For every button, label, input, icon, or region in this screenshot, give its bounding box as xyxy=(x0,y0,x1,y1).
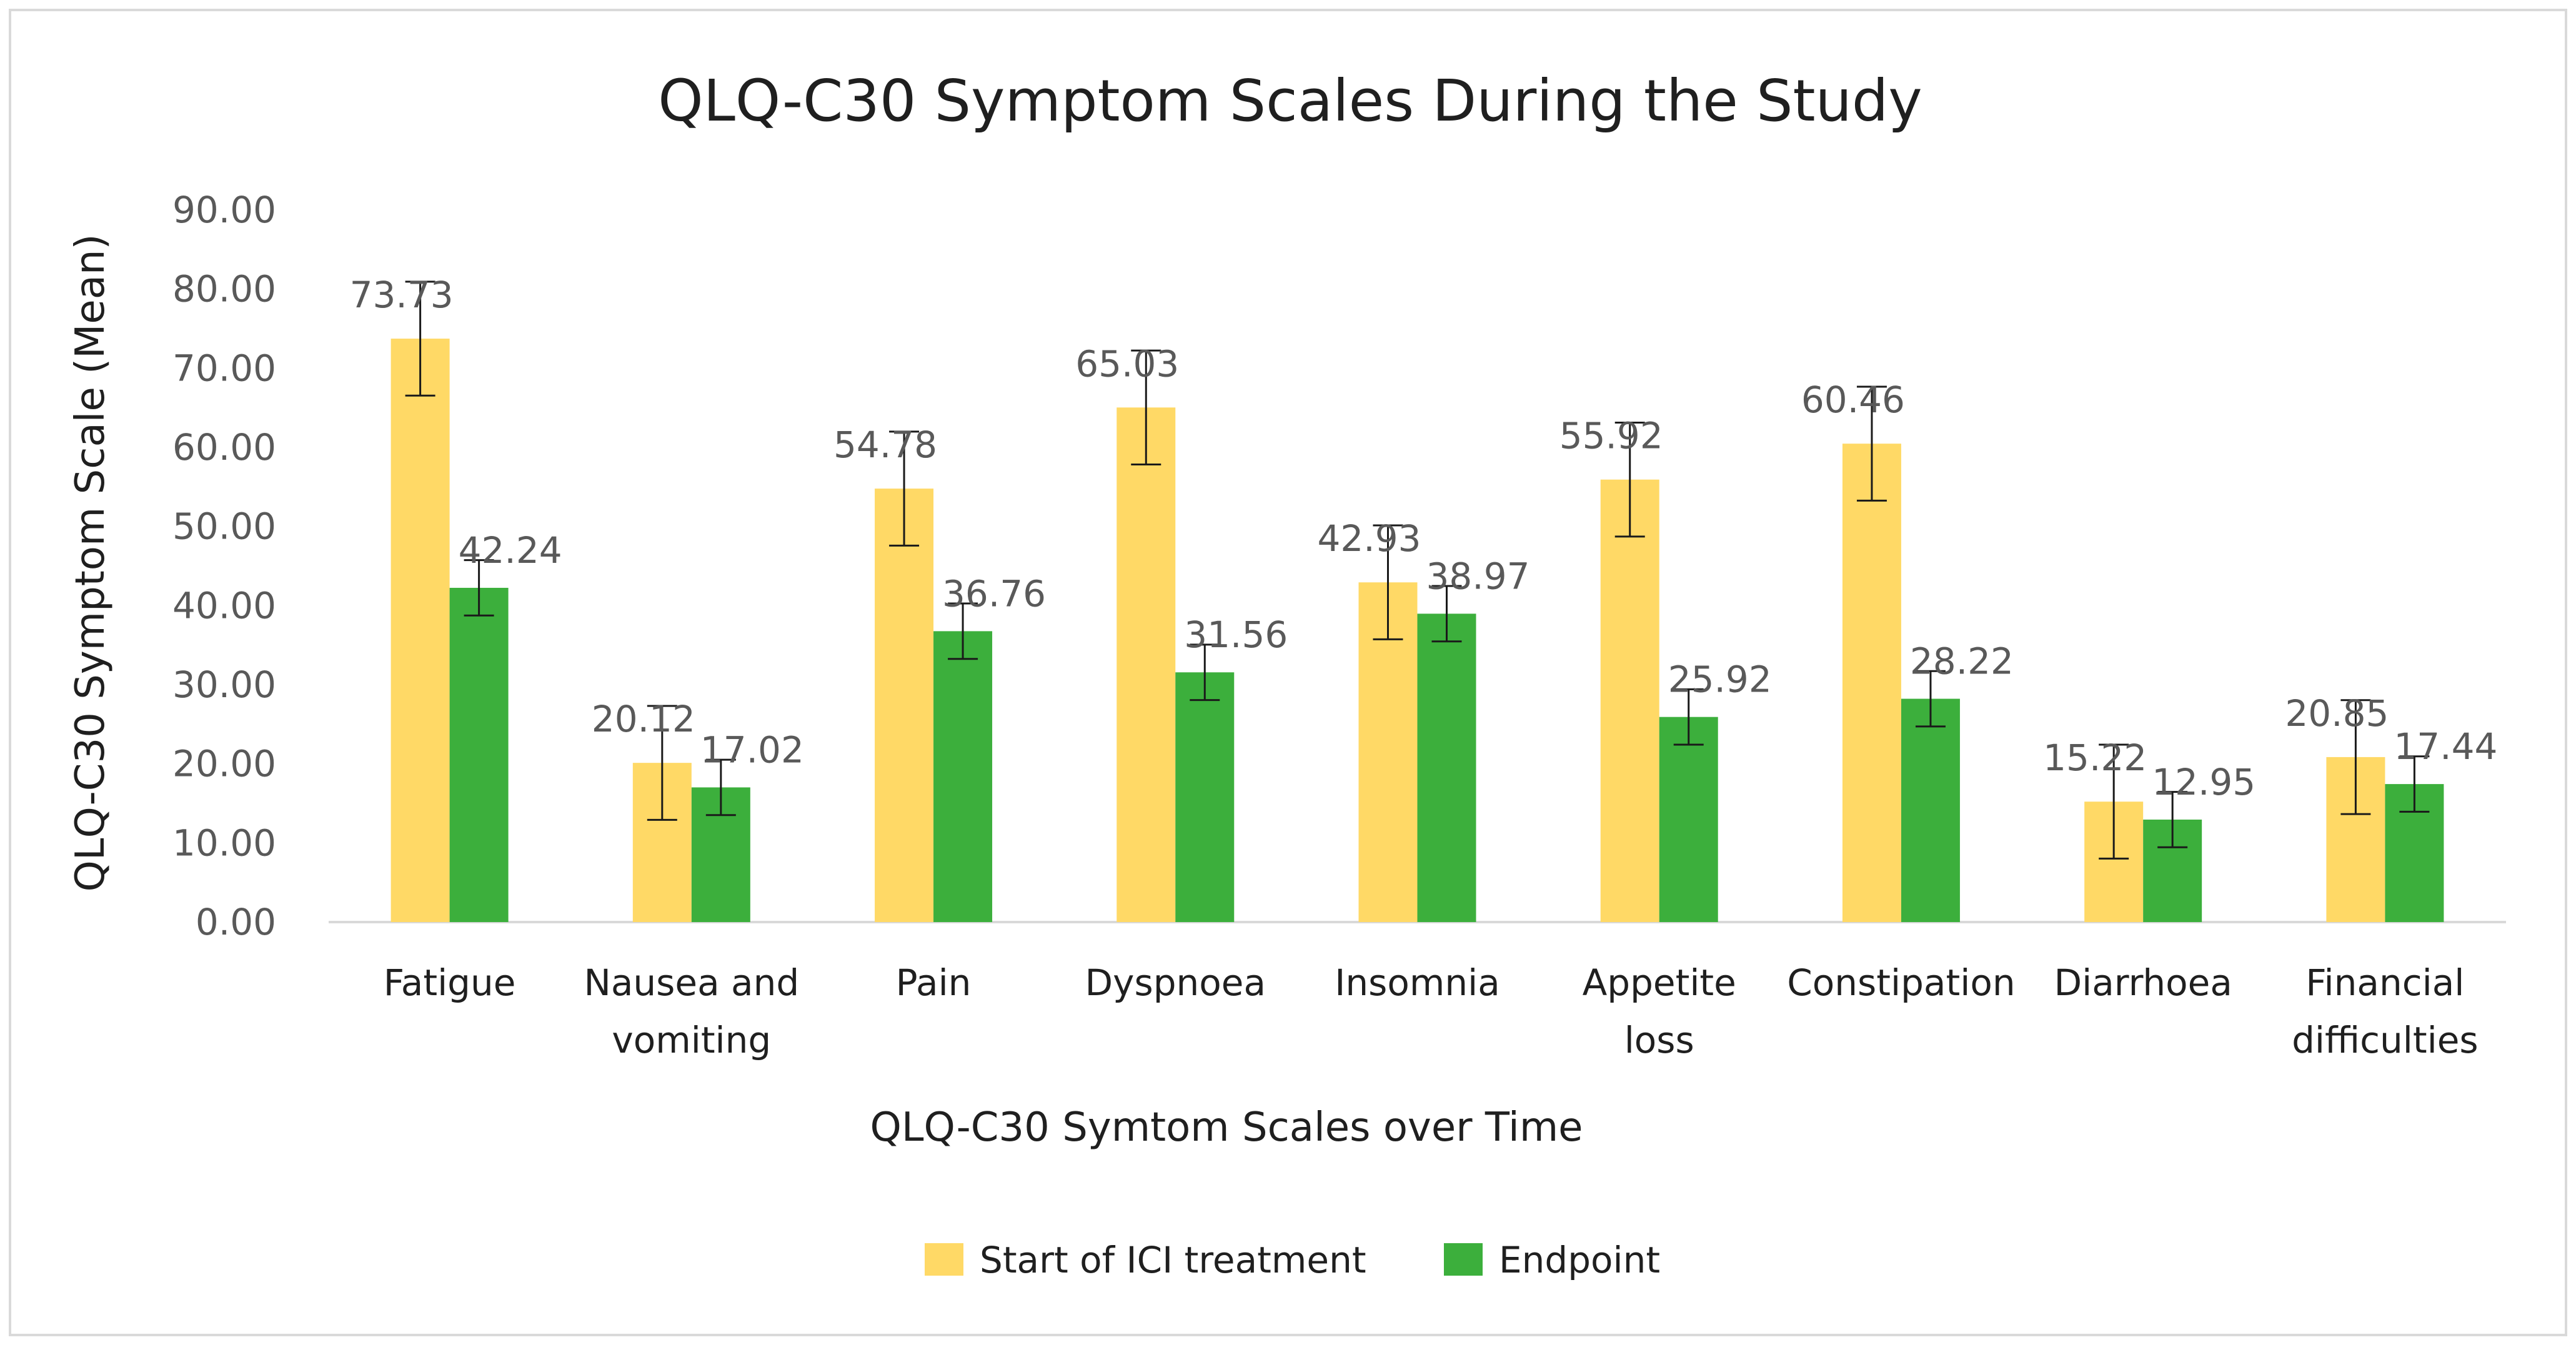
y-tick-label: 50.00 xyxy=(172,505,276,548)
y-tick-label: 0.00 xyxy=(196,901,276,943)
y-axis-title: QLQ-C30 Symptom Scale (Mean) xyxy=(67,234,114,892)
x-tick-label: Constipation xyxy=(1787,961,2015,1004)
data-label: 17.44 xyxy=(2394,725,2497,768)
chart-frame: QLQ-C30 Symptom Scales During the Study … xyxy=(9,9,2567,1336)
data-label: 36.76 xyxy=(942,572,1046,615)
y-tick-label: 30.00 xyxy=(172,663,276,706)
data-label: 60.46 xyxy=(1801,379,1905,421)
data-label: 12.95 xyxy=(2152,761,2255,803)
data-label: 65.03 xyxy=(1075,342,1179,385)
data-label: 73.73 xyxy=(350,274,454,316)
bar-endpoint xyxy=(933,631,993,922)
x-tick-label: loss xyxy=(1624,1019,1694,1061)
data-label: 42.93 xyxy=(1317,517,1421,560)
y-tick-label: 20.00 xyxy=(172,743,276,785)
x-axis-title: QLQ-C30 Symtom Scales over Time xyxy=(870,1104,1583,1151)
data-label: 42.24 xyxy=(459,529,562,572)
y-tick-label: 70.00 xyxy=(172,347,276,389)
legend-label: Endpoint xyxy=(1499,1239,1660,1281)
bar-start xyxy=(1116,407,1176,922)
data-label: 54.78 xyxy=(833,424,937,466)
data-label: 38.97 xyxy=(1426,555,1529,597)
data-label: 17.02 xyxy=(700,728,804,771)
bar-start xyxy=(875,489,934,922)
legend-swatch xyxy=(1444,1243,1483,1276)
bar-start xyxy=(390,339,450,922)
y-tick-label: 80.00 xyxy=(172,268,276,310)
data-label: 25.92 xyxy=(1668,658,1772,701)
y-tick-label: 40.00 xyxy=(172,584,276,627)
legend-label: Start of ICI treatment xyxy=(980,1239,1366,1281)
x-tick-label: Pain xyxy=(896,961,972,1004)
x-tick-label: Nausea and xyxy=(584,961,799,1004)
data-label: 15.22 xyxy=(2043,737,2147,779)
bar-endpoint xyxy=(1175,672,1235,922)
data-label: 20.85 xyxy=(2285,692,2389,735)
data-label: 55.92 xyxy=(1559,415,1663,457)
x-tick-label: Dyspnoea xyxy=(1085,961,1266,1004)
chart-title: QLQ-C30 Symptom Scales During the Study xyxy=(658,67,1922,134)
x-tick-label: difficulties xyxy=(2292,1019,2479,1061)
y-tick-label: 10.00 xyxy=(172,821,276,864)
x-tick-label: Appetite xyxy=(1583,961,1736,1004)
x-tick-label: Insomnia xyxy=(1335,961,1499,1004)
plot-area: 0.00 10.00 20.00 30.00 40.00 50.00 60.00 70.00 8… xyxy=(172,189,2506,1061)
y-tick-label: 90.00 xyxy=(172,189,276,231)
data-label: 31.56 xyxy=(1184,613,1288,656)
chart-svg: QLQ-C30 Symptom Scales During the Study … xyxy=(67,67,2506,1281)
bar-start xyxy=(1600,479,1659,922)
x-tick-label: Fatigue xyxy=(384,961,516,1004)
bar-endpoint xyxy=(1659,717,1718,922)
x-tick-label: Financial xyxy=(2305,961,2464,1004)
bar-endpoint xyxy=(1901,698,1960,922)
bar-endpoint xyxy=(1417,613,1476,922)
y-tick-label: 60.00 xyxy=(172,426,276,469)
x-tick-label: vomiting xyxy=(612,1019,771,1061)
data-label: 28.22 xyxy=(1910,640,2014,683)
legend: Start of ICI treatment Endpoint xyxy=(925,1239,1660,1281)
bar-start xyxy=(1842,444,1901,922)
data-label: 20.12 xyxy=(592,698,695,740)
legend-swatch xyxy=(925,1243,963,1276)
x-tick-label: Diarrhoea xyxy=(2054,961,2232,1004)
bar-endpoint xyxy=(449,587,509,922)
